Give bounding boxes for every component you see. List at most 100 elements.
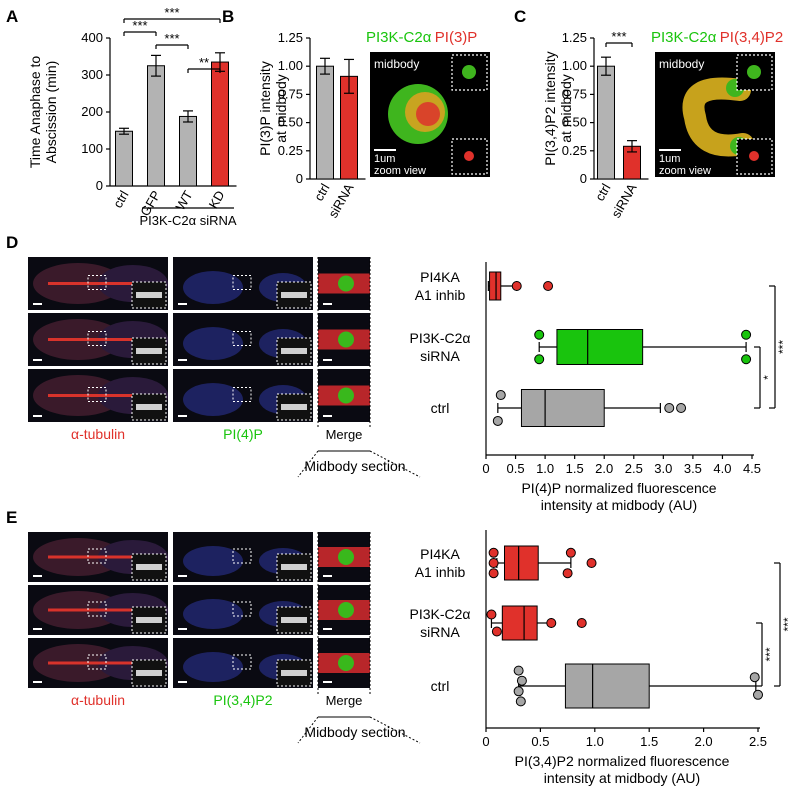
group-label: PI3K-C2α — [409, 330, 470, 346]
outlier-point — [753, 689, 763, 700]
roi-box — [87, 654, 107, 670]
inset-signal — [136, 404, 162, 410]
inset-signal — [281, 292, 307, 298]
y-tick-label: 1.00 — [278, 58, 303, 73]
roi-box — [232, 654, 252, 670]
y-tick-label: 0.50 — [278, 115, 303, 130]
box — [501, 605, 538, 641]
inset-signal — [281, 404, 307, 410]
inset-signal — [136, 564, 162, 570]
group-label: PI3K-C2α siRNA — [139, 213, 236, 228]
bar-ctrl — [597, 65, 615, 180]
nucleus-stain — [183, 652, 243, 682]
image-title-green: PI3K-C2α — [651, 29, 717, 46]
bar-ctrl — [316, 65, 334, 180]
x-axis-label: intensity at midbody (AU) — [544, 770, 700, 786]
x-tick-label: 0 — [482, 734, 489, 749]
x-tick-label: 2.0 — [695, 734, 713, 749]
roi-box — [232, 548, 252, 564]
category-label: siRNA — [608, 181, 640, 221]
outlier-point — [516, 675, 527, 686]
x-tick-label: 0 — [482, 461, 489, 476]
outlier-point — [749, 672, 760, 683]
significance-stars: *** — [776, 340, 790, 354]
roi-box — [87, 548, 107, 564]
box — [489, 271, 502, 301]
stain-label-phosphoinositide: PI(3,4)P2 — [213, 692, 272, 708]
roi-box — [232, 275, 252, 290]
y-tick-label: 0 — [296, 171, 303, 186]
section-guide — [369, 450, 421, 478]
panel-label-e: E — [6, 508, 17, 527]
scale-bar-label: 1um — [659, 153, 680, 165]
chart-b: 0 0.25 0.50 0.75 1.00 1.25 PI(3)P intensity at … — [257, 30, 366, 220]
outlier-point — [546, 618, 557, 628]
inset-signal — [281, 670, 307, 676]
image-title-red: PI(3)P — [435, 29, 478, 46]
section-guide — [369, 716, 421, 744]
significance-stars: * — [761, 375, 775, 380]
outlier-point — [513, 686, 524, 697]
bar-wt — [179, 115, 197, 187]
category-label: ctrl — [311, 181, 333, 204]
x-axis-label: PI(3,4)P2 normalized fluorescence — [515, 753, 730, 769]
y-axis-label: PI(3,4)P2 intensity — [542, 51, 558, 165]
significance-stars: *** — [763, 647, 777, 661]
outlier-point — [488, 547, 499, 558]
merge-signal — [338, 655, 354, 671]
outlier-point — [515, 696, 526, 707]
image-label: midbody — [659, 57, 704, 71]
inset-signal — [281, 617, 307, 623]
stain-label-phosphoinositide: PI(4)P — [223, 426, 263, 442]
significance-stars: *** — [164, 5, 179, 20]
chart-a: 0 100 200 300 400 Time Anaphase to Abscission … — [27, 5, 237, 228]
inset-signal — [281, 348, 307, 354]
inset-signal — [136, 617, 162, 623]
inset-signal — [136, 292, 162, 298]
merge-signal — [338, 387, 354, 404]
x-tick-label: 4.5 — [743, 461, 761, 476]
x-tick-label: 0.5 — [507, 461, 525, 476]
panel-label-a: A — [6, 7, 18, 26]
inset-green-signal — [462, 65, 476, 79]
section-guide — [297, 450, 319, 478]
overlap-signal — [682, 77, 754, 157]
y-tick-label: 1.00 — [562, 58, 587, 73]
stain-label-merge: Merge — [326, 693, 363, 708]
roi-box — [87, 387, 107, 402]
x-tick-label: 2.0 — [595, 461, 613, 476]
bar-gfp — [147, 65, 165, 187]
y-tick-label: 0 — [96, 178, 103, 193]
x-tick-label: 1.0 — [536, 461, 554, 476]
inset-red-signal — [464, 151, 474, 161]
significance-stars: *** — [781, 617, 795, 631]
zoom-view-label: zoom view — [374, 165, 426, 177]
outlier-point — [741, 354, 752, 365]
x-tick-label: 1.5 — [640, 734, 658, 749]
roi-box — [232, 601, 252, 617]
category-label: WT — [172, 188, 195, 213]
outlier-point — [495, 390, 506, 401]
merge-signal — [338, 602, 354, 618]
significance-stars: *** — [132, 18, 147, 33]
stain-label-merge: Merge — [326, 427, 363, 442]
panel-label-b: B — [222, 7, 234, 26]
outlier-point — [543, 281, 554, 291]
group-label: PI3K-C2α — [409, 606, 470, 622]
significance-stars: ** — [199, 55, 209, 70]
outlier-point — [664, 403, 675, 413]
outlier-point — [486, 609, 497, 620]
group-label: ctrl — [431, 678, 450, 694]
outlier-point — [576, 618, 587, 628]
box — [556, 329, 644, 365]
stain-label-alpha-tubulin: α-tubulin — [71, 426, 125, 442]
x-tick-label: 3.0 — [654, 461, 672, 476]
category-label: ctrl — [592, 181, 614, 204]
significance-stars: *** — [611, 29, 626, 44]
image-title-red: PI(3,4)P2 — [720, 29, 783, 46]
x-tick-label: 4.0 — [713, 461, 731, 476]
y-tick-label: 0.75 — [278, 86, 303, 101]
image-label: midbody — [374, 57, 419, 71]
